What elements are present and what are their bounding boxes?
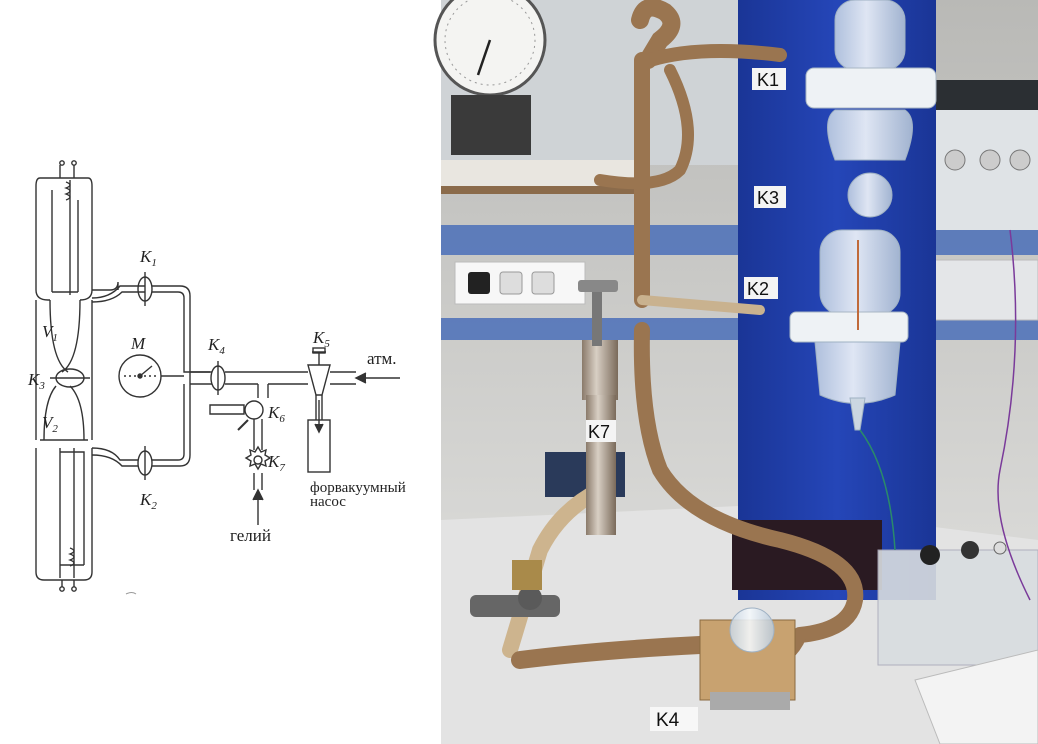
valve-k3 (50, 368, 90, 388)
k4-valve-block (699, 607, 796, 710)
control-box (877, 541, 1038, 666)
vessel-v2 (35, 439, 93, 592)
valve-k2 (137, 446, 153, 480)
vacuum-schematic (35, 160, 400, 592)
glass-vessel-upper (805, 0, 937, 218)
valve-k7 (244, 445, 272, 471)
photo-tag-k3: K3 (754, 186, 786, 208)
label-k2: K2 (139, 490, 157, 512)
label-k4: K4 (207, 335, 225, 357)
pressure-gauge-dial (433, 0, 547, 97)
shelf-edge (441, 186, 641, 194)
svg-text:K7: K7 (588, 422, 610, 442)
vessel-v1 (35, 160, 93, 301)
paper-sheets (914, 649, 1038, 744)
k7-valve-cylinder (578, 280, 618, 535)
svg-text:K2: K2 (747, 279, 769, 299)
svg-text:K4: K4 (656, 710, 680, 731)
svg-text:K1: K1 (757, 70, 779, 90)
forepump-box (307, 419, 331, 473)
gauge-base (451, 95, 531, 155)
label-atm: атм. (367, 349, 397, 368)
glass-vessel-lower (789, 229, 909, 431)
label-m: M (130, 334, 146, 353)
label-k3: K3 (27, 370, 45, 392)
label-helium: гелий (230, 526, 271, 545)
photo-tag-k2: K2 (744, 277, 778, 299)
label-k5: K5 (312, 328, 330, 350)
fitting-lower-left (470, 560, 560, 617)
valve-k1 (137, 272, 153, 306)
schematic-labels: K1 K2 K3 K4 K5 K6 K7 V1 V2 M атм. форвак… (27, 247, 406, 545)
label-k7: K7 (267, 452, 285, 474)
rubber-hoses (502, 0, 864, 675)
label-pump-line1: форвакуумный (310, 480, 406, 496)
label-pump-line2: насос (310, 494, 346, 510)
valve-k6 (209, 400, 264, 431)
label-v1: V1 (42, 322, 58, 344)
valve-k5 (307, 347, 331, 396)
label-v2: V2 (42, 413, 58, 435)
photo-tag-k1: K1 (752, 68, 786, 90)
photo-tag-k7: K7 (586, 420, 616, 442)
svg-text:K3: K3 (757, 188, 779, 208)
manometer-m (118, 354, 184, 398)
socket-panel-right (929, 259, 1038, 321)
label-k6: K6 (267, 403, 285, 425)
valve-k4 (210, 361, 226, 395)
apparatus-photo: K1 K3 K2 K7 K4 (433, 0, 1038, 744)
label-k1: K1 (139, 247, 157, 269)
photo-tag-k4: K4 (650, 707, 698, 731)
stray-mark (125, 592, 137, 595)
